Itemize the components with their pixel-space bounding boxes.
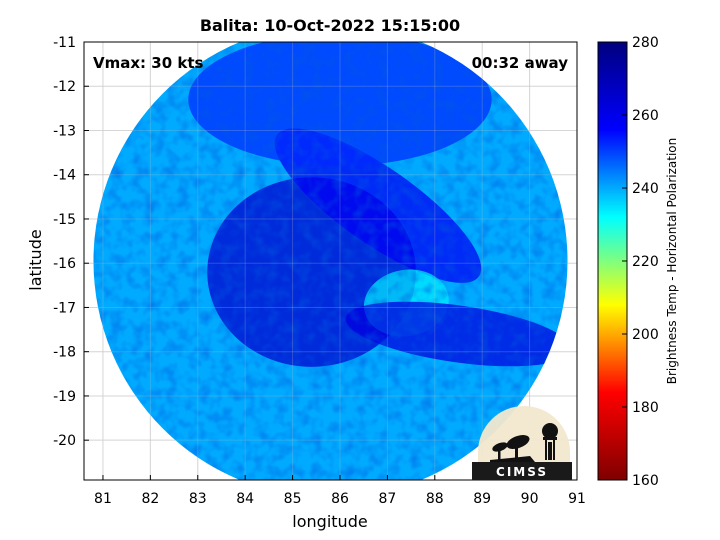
y-tick-label: -20 [53,433,76,449]
x-tick-label: 86 [331,491,349,507]
colorbar-tick-label: 160 [632,473,659,489]
x-tick-label: 82 [141,491,159,507]
y-tick-label: -14 [53,168,76,184]
x-axis-ticks: 81 82 83 84 85 86 87 88 89 90 91 [94,475,586,507]
y-tick-label: -12 [53,79,76,95]
plot-area [83,41,578,481]
logo-text: CIMSS [496,465,548,479]
x-tick-label: 90 [521,491,539,507]
chart-title: Balita: 10-Oct-2022 15:15:00 [200,16,460,35]
y-tick-label: -17 [53,300,76,316]
grid-overlay [84,42,577,480]
logo-tower-icon [542,423,558,460]
x-tick-label: 81 [94,491,112,507]
y-tick-label: -19 [53,389,76,405]
x-tick-label: 84 [236,491,254,507]
colorbar-tick-label: 240 [632,181,659,197]
colorbar-tick-label: 180 [632,400,659,416]
x-tick-label: 83 [189,491,207,507]
swath-texture [93,42,568,480]
y-tick-label: -18 [53,345,76,361]
y-tick-label: -13 [53,123,76,139]
colorbar-tick-label: 260 [632,108,659,124]
y-tick-label: -11 [53,35,76,51]
logo-dish-icon [490,435,535,464]
x-axis-label: longitude [292,512,367,531]
vmax-annotation: Vmax: 30 kts [93,54,203,72]
colorbar-tick-label: 280 [632,35,659,51]
x-tick-label: 91 [568,491,586,507]
logo-banner [472,462,572,480]
y-tick-label: -16 [53,256,76,272]
time-away-annotation: 00:32 away [472,54,569,72]
x-tick-label: 85 [284,491,302,507]
colorbar-tick-label: 200 [632,327,659,343]
colorbar: 160 180 200 220 240 260 280 Brightness Temp - … [597,35,679,489]
x-tick-label: 89 [473,491,491,507]
x-tick-label: 87 [378,491,396,507]
colorbar-label: Brightness Temp - Horizontal Polarizatio… [665,138,679,385]
cimss-logo: CIMSS [472,406,572,480]
y-axis-label: latitude [26,229,45,290]
y-axis-ticks: -11 -12 -13 -14 -15 -16 -17 -18 -19 -20 [53,35,89,449]
colorbar-tick-label: 220 [632,254,659,270]
plot-frame [83,41,578,481]
swath-image [93,42,568,480]
y-tick-label: -15 [53,212,76,228]
x-tick-label: 88 [426,491,444,507]
colorbar-ticks: 160 180 200 220 240 260 280 [622,35,659,489]
